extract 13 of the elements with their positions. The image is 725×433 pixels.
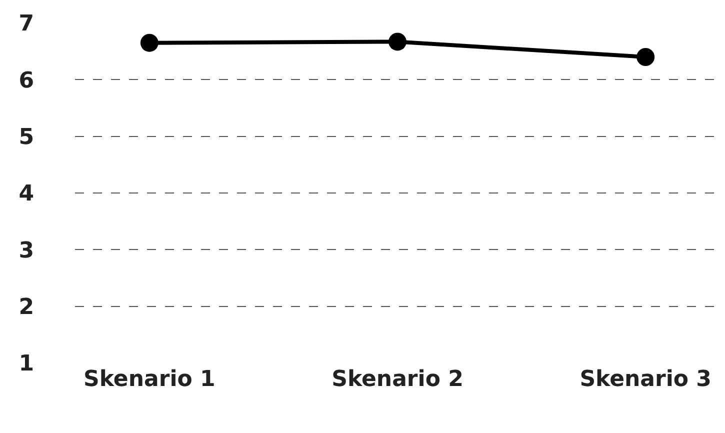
y-tick-label: 1 (18, 352, 34, 377)
y-tick-label: 7 (18, 12, 34, 37)
y-tick-label: 5 (18, 125, 34, 150)
y-tick-label: 2 (18, 295, 34, 320)
y-tick-label: 4 (18, 182, 34, 207)
x-tick-label: Skenario 2 (332, 367, 464, 392)
point (636, 48, 655, 66)
y-tick-label: 3 (18, 238, 34, 264)
x-tick-label: Skenario 3 (580, 367, 712, 392)
y-tick-label: 6 (18, 68, 34, 94)
point (388, 32, 406, 51)
x-tick-label: Skenario 1 (84, 367, 216, 392)
point (140, 34, 158, 52)
